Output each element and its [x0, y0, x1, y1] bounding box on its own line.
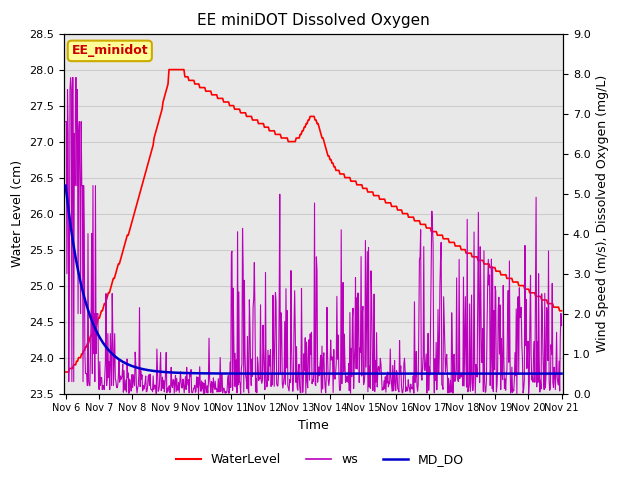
Text: EE_minidot: EE_minidot: [72, 44, 148, 58]
X-axis label: Time: Time: [298, 419, 329, 432]
Legend: WaterLevel, ws, MD_DO: WaterLevel, ws, MD_DO: [171, 448, 469, 471]
Y-axis label: Water Level (cm): Water Level (cm): [11, 160, 24, 267]
Y-axis label: Wind Speed (m/s), Dissolved Oxygen (mg/L): Wind Speed (m/s), Dissolved Oxygen (mg/L…: [596, 75, 609, 352]
Title: EE miniDOT Dissolved Oxygen: EE miniDOT Dissolved Oxygen: [197, 13, 430, 28]
